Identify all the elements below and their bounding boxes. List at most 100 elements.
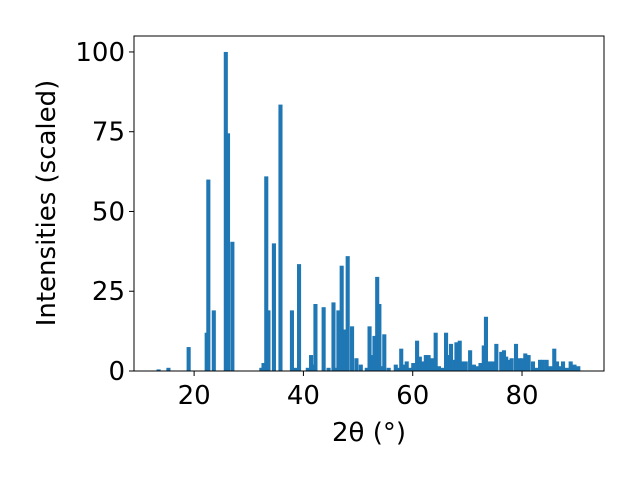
y-axis-label: Intensities (scaled) [32,80,62,327]
y-tick-label: 0 [108,357,125,387]
bar [321,307,326,371]
bar [378,366,384,371]
bar [499,351,504,371]
bar [342,329,347,371]
bar [460,361,465,371]
bar [560,361,566,371]
x-tick-label: 40 [287,381,320,411]
bar [554,361,560,371]
bar [336,310,341,371]
bar [166,367,171,371]
bar [448,343,454,371]
x-axis-label: 2θ (°) [332,418,406,448]
bar [305,367,310,371]
bar [517,358,522,371]
bar [261,363,266,371]
bar [440,367,445,371]
bar [463,361,468,371]
bar [264,176,269,371]
bar [568,361,573,371]
bar [401,364,407,371]
bar [519,358,525,371]
bar [457,340,462,371]
bar [444,332,449,371]
x-tick-label: 80 [505,381,538,411]
bar [326,367,331,371]
bar [309,355,314,371]
bar [430,358,435,371]
bar [523,353,528,371]
bar [471,364,476,371]
bar [548,366,553,371]
bar [382,334,387,371]
bar [225,133,231,371]
bar [494,343,499,371]
bar [386,367,391,371]
bar [350,326,355,371]
bar [393,364,398,371]
bar [415,340,420,371]
bar [339,265,344,371]
y-tick-label: 75 [92,118,125,148]
bar [259,367,264,371]
bar [278,104,283,371]
bar [370,355,375,371]
bar [266,310,271,371]
bar [211,310,216,371]
y-tick-label: 50 [92,197,125,227]
bar [358,364,363,371]
bar [433,332,438,371]
bar [375,276,380,371]
bar [468,350,473,371]
bar [417,356,422,371]
bar [396,367,401,371]
x-tick-label: 60 [396,381,429,411]
y-axis-ticks: 0 25 50 75 100 [75,38,134,387]
bar [206,179,211,371]
bar [540,359,545,371]
bar [552,348,557,371]
bar [454,342,459,371]
bar [475,366,480,371]
bar [501,350,507,371]
y-tick-label: 25 [92,277,125,307]
bar [372,335,377,371]
bar [490,361,495,371]
bar [513,343,519,371]
bar [156,369,161,371]
bar [530,361,535,371]
bar [481,345,486,371]
bar [331,302,336,371]
bar [411,363,416,371]
bar [297,264,302,371]
bar [504,356,509,371]
bar [576,366,581,371]
bar [364,367,369,371]
bar [407,367,412,371]
bar [534,367,539,371]
bar [446,355,451,371]
bar [526,355,531,371]
bar [345,256,350,371]
bar [486,361,491,371]
y-tick-label: 100 [75,38,125,68]
bar [420,361,425,371]
bar [506,359,511,371]
x-axis-ticks: 20 40 60 80 [178,371,539,411]
bar [354,358,359,371]
bar [509,358,514,371]
bar [436,366,441,371]
bar [557,366,562,371]
bar [186,347,191,371]
bar [333,367,338,371]
bar [478,363,483,371]
bar [451,359,456,371]
bar [426,355,431,371]
bar [293,367,298,371]
bar [377,304,382,371]
bar [313,304,318,371]
bar [367,326,372,371]
bar [399,348,404,371]
